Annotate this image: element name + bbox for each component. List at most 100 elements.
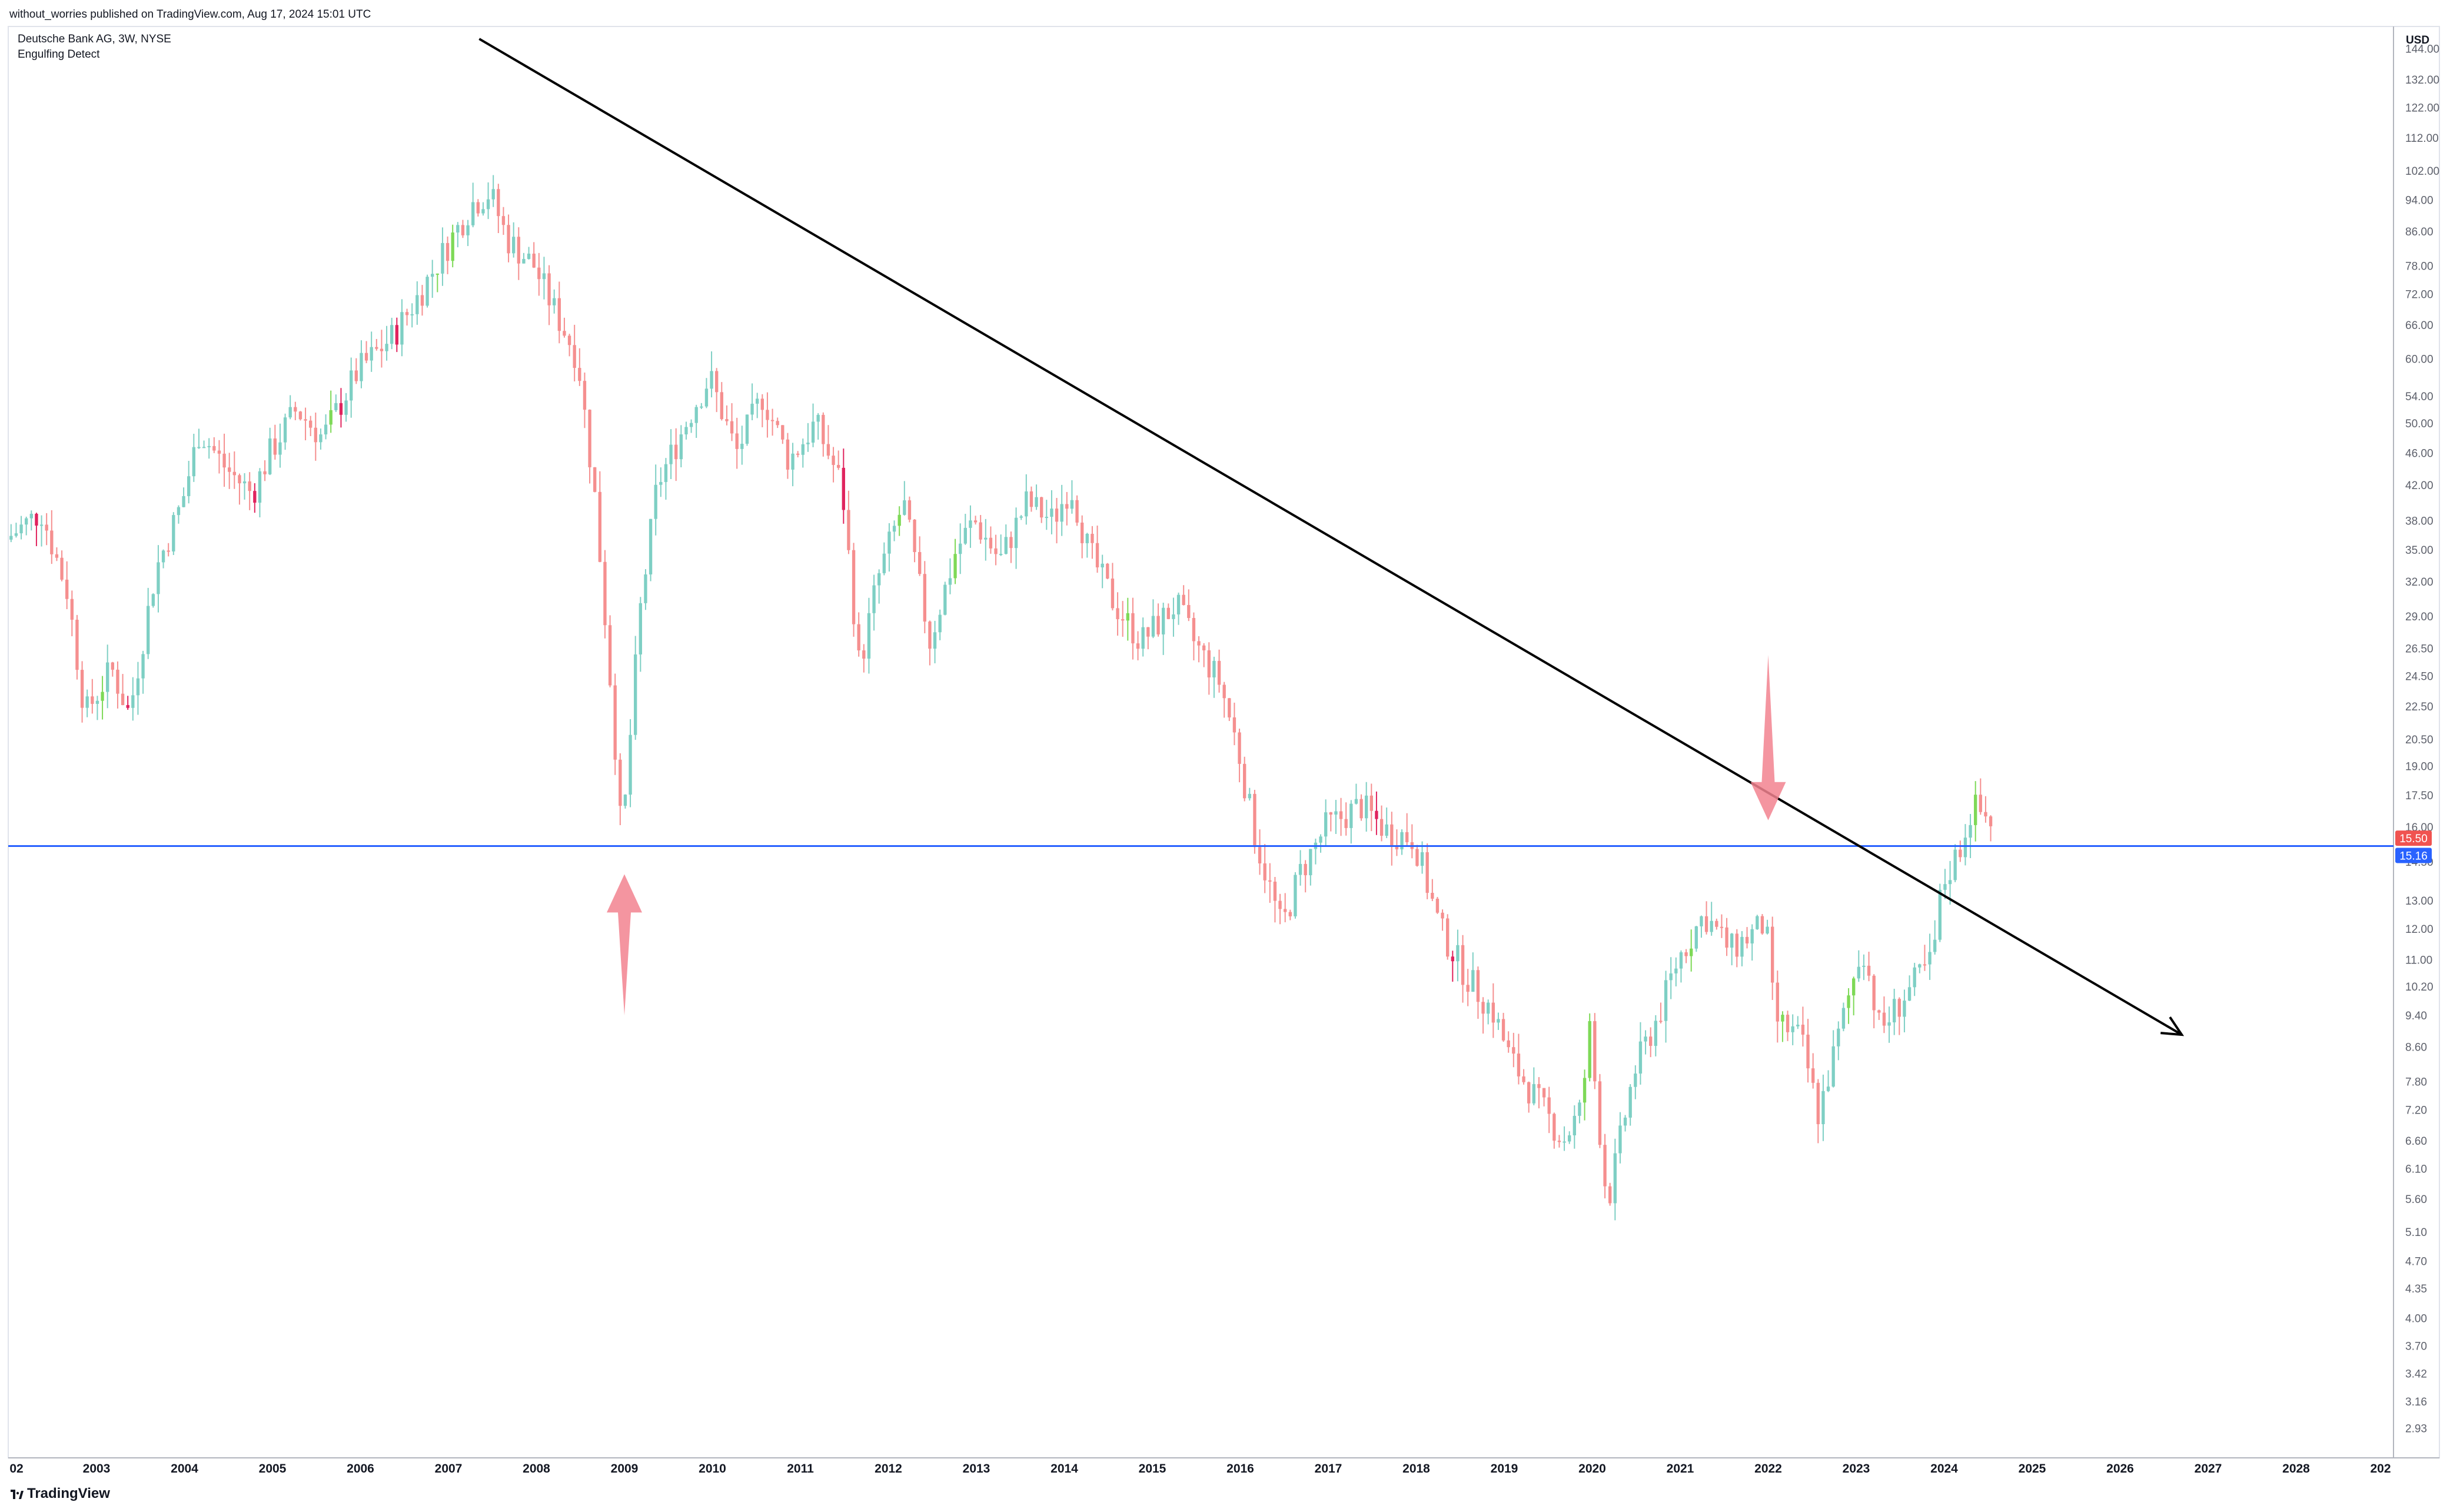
down-arrow-icon[interactable] xyxy=(1750,654,1786,820)
candle-body xyxy=(933,632,937,649)
candle-body xyxy=(1151,616,1155,637)
candle-body xyxy=(1644,1036,1647,1042)
candle-body xyxy=(1623,1117,1627,1126)
candle-body xyxy=(1065,504,1069,509)
candle-body xyxy=(50,530,54,554)
candle-body xyxy=(1400,832,1404,850)
candle-body xyxy=(1847,995,1850,1008)
candle-body xyxy=(1568,1135,1571,1142)
candle-body xyxy=(131,695,135,708)
candle-body xyxy=(1557,1141,1561,1142)
candle-body xyxy=(963,527,967,544)
candle-body xyxy=(1679,952,1683,969)
candle-body xyxy=(1461,945,1465,985)
candle-body xyxy=(1588,1021,1591,1078)
candle-body xyxy=(882,553,886,573)
time-tick-label: 2019 xyxy=(1491,1462,1518,1476)
price-tick-label: 19.00 xyxy=(2405,761,2434,773)
price-tick-label: 102.00 xyxy=(2405,165,2439,178)
candlestick-series xyxy=(9,175,1993,1221)
price-tick-label: 144.00 xyxy=(2405,44,2439,56)
candle-body xyxy=(623,795,627,806)
candle-body xyxy=(456,225,460,233)
candle-body xyxy=(1329,812,1332,815)
candle-body xyxy=(1172,614,1175,619)
candle-body xyxy=(486,199,490,210)
candle-body xyxy=(360,353,363,381)
candle-body xyxy=(177,507,181,516)
candle-body xyxy=(1121,619,1125,621)
candle-body xyxy=(228,467,231,472)
candle-body xyxy=(1095,543,1099,568)
candle-body xyxy=(1918,964,1922,968)
candle-body xyxy=(238,475,241,484)
candle-body xyxy=(822,414,825,444)
candle-body xyxy=(354,370,358,381)
candle-body xyxy=(370,347,373,361)
candle-body xyxy=(1156,616,1160,634)
price-tick-label: 46.00 xyxy=(2405,447,2434,460)
candle-body xyxy=(1867,965,1871,976)
price-axis[interactable]: 144.00 132.00 122.00 112.00 102.00 94.00 86.00… xyxy=(2405,44,2439,1435)
candle-body xyxy=(1466,985,1470,992)
candle-body xyxy=(1101,563,1104,568)
candle-body xyxy=(1405,832,1409,842)
time-tick-label: 2023 xyxy=(1843,1462,1870,1476)
candle-body xyxy=(192,447,195,477)
candle-body xyxy=(507,225,510,254)
candle-body xyxy=(1309,849,1312,876)
candle-body xyxy=(390,325,394,344)
candle-body xyxy=(1146,627,1150,637)
indicator-legend[interactable]: Engulfing Detect xyxy=(18,48,100,61)
candle-body xyxy=(1730,933,1734,948)
candle-body xyxy=(781,425,784,440)
time-tick-label: 02 xyxy=(9,1462,23,1476)
price-tick-label: 78.00 xyxy=(2405,261,2434,273)
candle-body xyxy=(1512,1047,1515,1054)
time-tick-label: 2025 xyxy=(2019,1462,2046,1476)
symbol-legend[interactable]: Deutsche Bank AG, 3W, NYSE xyxy=(18,33,171,45)
candle-body xyxy=(283,417,287,443)
candle-body xyxy=(862,650,866,659)
candle-body xyxy=(1740,936,1744,957)
candle-body xyxy=(1979,795,1982,812)
candle-body xyxy=(451,232,454,261)
candle-body xyxy=(1659,1021,1663,1022)
price-tick-label: 26.50 xyxy=(2405,643,2434,655)
published-by-header: without_worries published on TradingView… xyxy=(9,8,371,21)
trendline[interactable] xyxy=(478,38,2185,1036)
candle-body xyxy=(187,476,191,496)
price-tick-label: 6.10 xyxy=(2405,1163,2427,1175)
candle-body xyxy=(583,381,587,410)
candle-body xyxy=(1375,810,1378,819)
candle-body xyxy=(258,471,262,503)
time-tick-label: 2026 xyxy=(2106,1462,2134,1476)
candle-body xyxy=(644,574,647,603)
candle-body xyxy=(750,403,754,415)
candle-body xyxy=(1933,939,1937,952)
candle-body xyxy=(106,662,109,692)
up-arrow-icon[interactable] xyxy=(607,874,642,1016)
tradingview-brand[interactable]: TradingView xyxy=(11,1486,110,1502)
price-tick-label: 7.80 xyxy=(2405,1076,2427,1088)
time-axis[interactable]: 02 2003 2004 2005 2006 2007 2008 2009 2010 2011 20… xyxy=(9,1462,2391,1476)
candle-body xyxy=(877,573,881,586)
candle-body xyxy=(1969,825,1972,838)
candle-body xyxy=(801,444,805,455)
candle-body xyxy=(1004,537,1008,554)
candle-body xyxy=(446,242,450,261)
last-price-badge: 15.50 xyxy=(2395,830,2432,846)
candle-body xyxy=(1278,900,1282,909)
candle-body xyxy=(461,225,465,235)
candle-body xyxy=(497,189,500,217)
candle-body xyxy=(852,550,856,624)
candle-body xyxy=(684,427,688,435)
candle-body xyxy=(740,443,744,449)
candle-body xyxy=(786,439,790,470)
candle-body xyxy=(1294,875,1297,916)
candle-body xyxy=(664,464,668,482)
time-tick-label: 2012 xyxy=(875,1462,902,1476)
candle-body xyxy=(1841,1008,1846,1029)
price-tick-label: 132.00 xyxy=(2405,74,2439,87)
